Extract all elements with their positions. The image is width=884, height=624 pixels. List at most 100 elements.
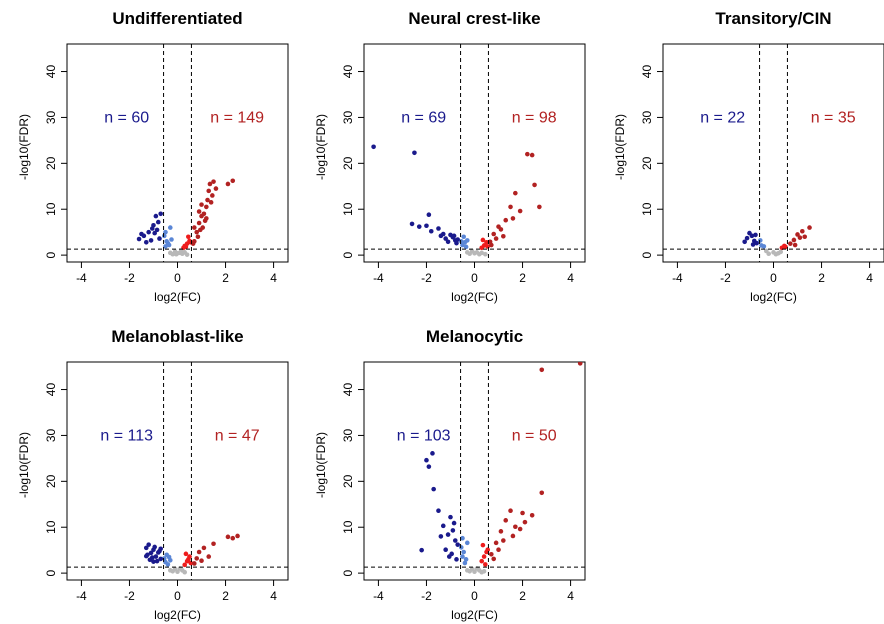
data-point-up-weak	[182, 562, 188, 568]
y-tick-label: 0	[640, 251, 654, 258]
y-tick-label: 0	[44, 569, 58, 576]
data-point-down-weak	[464, 540, 470, 546]
x-tick-label: 0	[471, 589, 478, 603]
data-point-up-strong	[577, 362, 583, 366]
data-point-up-strong	[795, 232, 800, 237]
data-point-up-strong	[800, 228, 805, 234]
data-point-up-weak	[480, 237, 486, 243]
y-tick-label: 10	[640, 202, 654, 216]
plot-frame	[363, 361, 586, 581]
data-point-up-strong	[235, 533, 240, 539]
data-point-down-weak	[163, 229, 168, 235]
up-count-label: n = 47	[215, 427, 260, 444]
data-point-up-weak	[783, 244, 788, 250]
data-point-down-strong	[424, 223, 429, 229]
data-point-down-weak	[163, 244, 168, 249]
data-point-up-strong	[225, 181, 231, 187]
data-point-down-strong	[158, 546, 163, 552]
data-point-down-weak	[462, 560, 468, 566]
data-point-not-significant	[763, 248, 769, 254]
volcano-panel-undifferentiated: Undifferentiated-4 -2 0 2 4010203040log2(FC)…	[17, 9, 289, 304]
data-point-up-strong	[539, 367, 545, 373]
x-tick-label: -4	[373, 271, 384, 285]
data-point-down-strong	[440, 523, 446, 529]
data-point-not-significant	[167, 568, 173, 573]
data-point-down-strong	[446, 554, 452, 559]
data-point-up-strong	[211, 179, 216, 184]
data-point-up-weak	[183, 551, 189, 557]
x-tick-label: 2	[222, 271, 229, 285]
data-point-not-significant	[472, 250, 477, 256]
data-point-down-strong	[750, 242, 756, 247]
data-point-down-strong	[409, 221, 415, 227]
data-point-up-strong	[510, 533, 516, 539]
data-point-up-strong	[522, 519, 528, 525]
data-point-down-strong	[136, 236, 142, 242]
data-point-down-strong	[426, 464, 432, 469]
point-layer	[136, 178, 236, 257]
data-point-down-weak	[169, 237, 174, 242]
data-point-not-significant	[173, 251, 179, 257]
volcano-panel-melanocytic: Melanocytic-4 -2 0 2 4010203040log2(FC)-log1…	[314, 327, 586, 622]
data-point-up-strong	[508, 508, 513, 513]
data-point-up-strong	[199, 558, 204, 564]
y-tick-label: 10	[341, 202, 355, 216]
data-point-down-strong	[154, 227, 160, 233]
data-point-down-strong	[445, 239, 451, 245]
data-point-down-strong	[158, 211, 163, 217]
data-point-up-strong	[513, 190, 518, 196]
y-tick-label: 30	[44, 110, 58, 124]
x-tick-label: 4	[567, 589, 574, 603]
x-tick-label: 2	[818, 271, 825, 285]
data-point-up-strong	[501, 233, 506, 239]
y-tick-label: 10	[44, 520, 58, 534]
data-point-up-strong	[791, 237, 797, 243]
data-point-up-strong	[529, 152, 535, 158]
up-count-label: n = 98	[512, 109, 557, 126]
data-point-down-weak	[165, 240, 171, 246]
y-tick-label: 30	[44, 428, 58, 442]
data-point-up-weak	[481, 243, 487, 248]
y-tick-label: 40	[341, 65, 355, 79]
data-point-up-strong	[199, 202, 204, 207]
data-point-not-significant	[464, 568, 470, 573]
y-tick-label: 40	[640, 65, 654, 79]
data-point-up-strong	[487, 239, 493, 245]
panel-title: Neural crest-like	[408, 9, 540, 28]
data-point-up-strong	[196, 209, 202, 214]
data-point-down-strong	[147, 557, 153, 563]
data-point-up-strong	[491, 556, 497, 562]
data-point-down-strong	[454, 240, 459, 246]
plot-frame	[363, 43, 586, 263]
data-point-up-strong	[207, 181, 213, 187]
y-tick-label: 40	[44, 383, 58, 397]
y-tick-label: 0	[44, 251, 58, 258]
data-point-up-strong	[196, 549, 202, 555]
data-point-down-strong	[143, 239, 149, 245]
x-tick-label: 4	[866, 271, 873, 285]
x-tick-label: -2	[124, 271, 135, 285]
data-point-not-significant	[773, 251, 779, 257]
data-point-up-strong	[529, 512, 535, 518]
y-axis-label: -log10(FDR)	[314, 114, 328, 180]
down-count-label: n = 60	[104, 109, 149, 126]
data-point-down-strong	[148, 238, 154, 243]
x-tick-label: -4	[373, 589, 384, 603]
volcano-panel-transitory-cin: Transitory/CIN-4 -2 0 2 4010203040log2(FC)-l…	[613, 9, 884, 304]
down-count-label: n = 69	[401, 109, 446, 126]
data-point-down-strong	[424, 457, 429, 463]
data-point-up-strong	[539, 490, 545, 496]
down-count-label: n = 113	[100, 427, 153, 444]
y-axis-label: -log10(FDR)	[613, 114, 627, 180]
data-point-down-strong	[455, 237, 460, 242]
data-point-up-strong	[230, 178, 236, 184]
data-point-down-strong	[754, 240, 759, 246]
up-count-label: n = 149	[210, 109, 264, 126]
x-tick-label: -2	[720, 271, 731, 285]
x-tick-label: 4	[270, 589, 277, 603]
data-point-up-strong	[225, 534, 231, 540]
data-point-not-significant	[778, 249, 784, 255]
data-point-down-strong	[371, 144, 376, 150]
y-tick-label: 0	[341, 251, 355, 258]
